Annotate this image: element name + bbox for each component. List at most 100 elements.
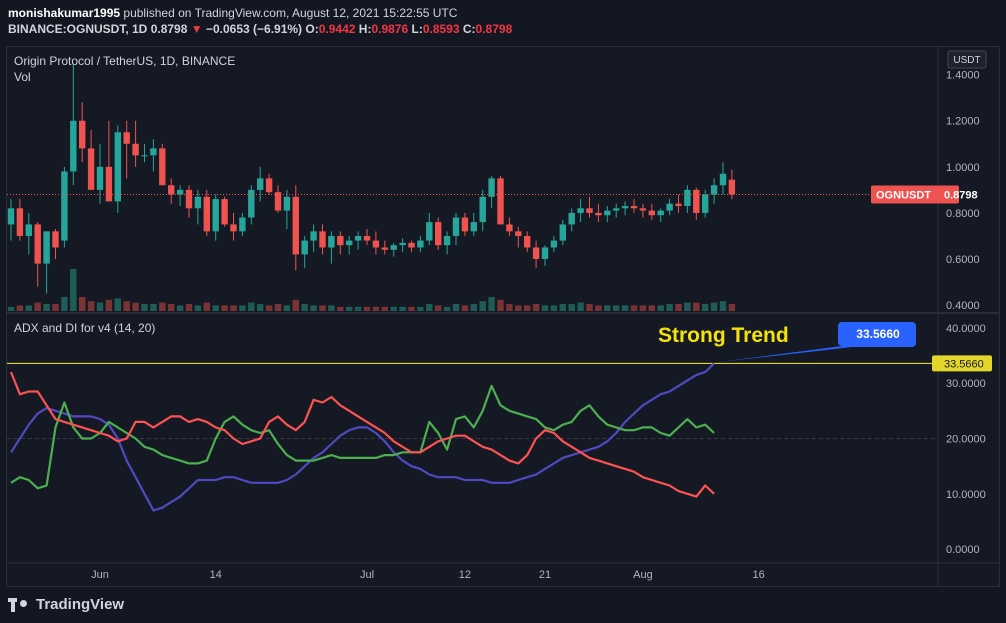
volume-bar — [559, 304, 566, 311]
candle-body — [257, 178, 264, 190]
author-name[interactable]: monishakumar1995 — [8, 6, 121, 20]
volume-bar — [283, 305, 291, 311]
close-label: C: — [462, 22, 476, 36]
volume-bar — [141, 304, 148, 311]
volume-bar — [639, 305, 647, 311]
volume-bar — [666, 304, 673, 311]
time-tick-label: Jun — [91, 569, 109, 581]
volume-bar — [479, 301, 486, 311]
volume-bar — [595, 305, 602, 311]
volume-bar — [728, 304, 736, 311]
volume-bar — [470, 304, 477, 311]
candle-body — [408, 242, 415, 248]
volume-bar — [710, 302, 718, 311]
axes: 0.4000 0.6000 0.8000 1.0000 1.2000 1.4000 0.00… — [91, 70, 986, 581]
candle-body — [604, 210, 611, 216]
candle-body — [666, 203, 673, 211]
candle-body — [613, 208, 620, 211]
candle-body — [7, 208, 15, 225]
high-value: 0.9876 — [371, 22, 409, 36]
candle-body — [123, 132, 130, 144]
candle-body — [693, 189, 700, 213]
candle-body — [150, 148, 157, 156]
indicator-tick-label: 10.0000 — [946, 489, 986, 501]
volume-bar — [408, 306, 415, 311]
volume-bar — [452, 304, 460, 311]
volume-bar — [532, 304, 540, 311]
volume-bar — [61, 297, 68, 311]
volume-bar — [337, 306, 344, 311]
tradingview-logo[interactable]: TradingView — [8, 596, 124, 613]
candles — [7, 63, 736, 294]
volume-bar — [159, 302, 166, 311]
change-arrow-icon: ▼ — [190, 22, 203, 36]
indicator-tick-label: 30.0000 — [946, 378, 986, 390]
volume-bar — [310, 305, 317, 311]
candle-body — [568, 212, 575, 225]
candle-body — [354, 235, 362, 241]
volume-bar — [34, 302, 41, 311]
candle-body — [230, 224, 237, 232]
tradingview-logo-icon — [8, 597, 30, 612]
candle-body — [25, 224, 32, 236]
volume-bar — [319, 305, 326, 311]
candle-body — [630, 206, 638, 209]
volume-bar — [79, 297, 86, 311]
price-tick-label: 0.6000 — [946, 254, 980, 266]
currency-box — [947, 50, 987, 69]
volume-bar — [381, 306, 388, 311]
candle-body — [159, 148, 166, 186]
low-label: L: — [411, 22, 423, 36]
candle-body — [524, 235, 531, 248]
candle-body — [550, 240, 558, 248]
candle-body — [506, 224, 513, 232]
volume-bar — [577, 302, 584, 311]
publish-info: monishakumar1995 published on TradingVie… — [8, 5, 512, 21]
candle-body — [595, 212, 602, 216]
strong-trend-annotation: Strong Trend — [658, 324, 789, 347]
di-minus-line — [9, 371, 715, 498]
volume-bar — [346, 306, 353, 311]
candle-body — [417, 240, 424, 248]
volume-bar — [515, 305, 522, 311]
volume-bar — [657, 305, 664, 311]
candle-body — [479, 196, 486, 223]
volume-bars — [7, 269, 736, 311]
candle-body — [168, 185, 175, 195]
chart-frame[interactable] — [6, 46, 1000, 587]
threshold-label: 33.5660 — [944, 358, 984, 370]
candle-body — [399, 242, 406, 246]
volume-bar — [105, 299, 113, 311]
time-tick-label: Jul — [360, 569, 374, 581]
volume-bar — [488, 297, 495, 311]
symbol-label: BINANCE:OGNUSDT, 1D — [8, 22, 148, 36]
candle-body — [221, 199, 228, 225]
volume-bar — [506, 304, 513, 311]
volume-bar — [265, 305, 273, 311]
candle-body — [265, 178, 273, 193]
volume-bar — [630, 305, 638, 311]
price-tick-label: 1.0000 — [946, 162, 980, 174]
indicator-tick-label: 40.0000 — [946, 323, 986, 335]
candle-body — [212, 199, 219, 232]
volume-bar — [203, 302, 210, 311]
volume-bar — [443, 306, 451, 311]
volume-bar — [194, 305, 202, 311]
volume-bar — [25, 305, 32, 311]
adx-line — [10, 362, 715, 512]
chart-header: monishakumar1995 published on TradingVie… — [8, 5, 512, 37]
volume-bar — [274, 304, 282, 311]
volume-bar — [390, 306, 397, 311]
currency-label[interactable]: USDT — [953, 55, 980, 66]
volume-bar — [541, 305, 549, 311]
volume-bar — [230, 305, 237, 311]
candle-body — [532, 247, 540, 259]
time-tick-label: 12 — [459, 569, 471, 581]
volume-bar — [248, 302, 255, 311]
candle-body — [675, 203, 682, 206]
volume-bar — [221, 305, 228, 311]
volume-bar — [613, 305, 620, 311]
volume-bar — [150, 304, 157, 311]
threshold-label-box — [932, 355, 992, 372]
